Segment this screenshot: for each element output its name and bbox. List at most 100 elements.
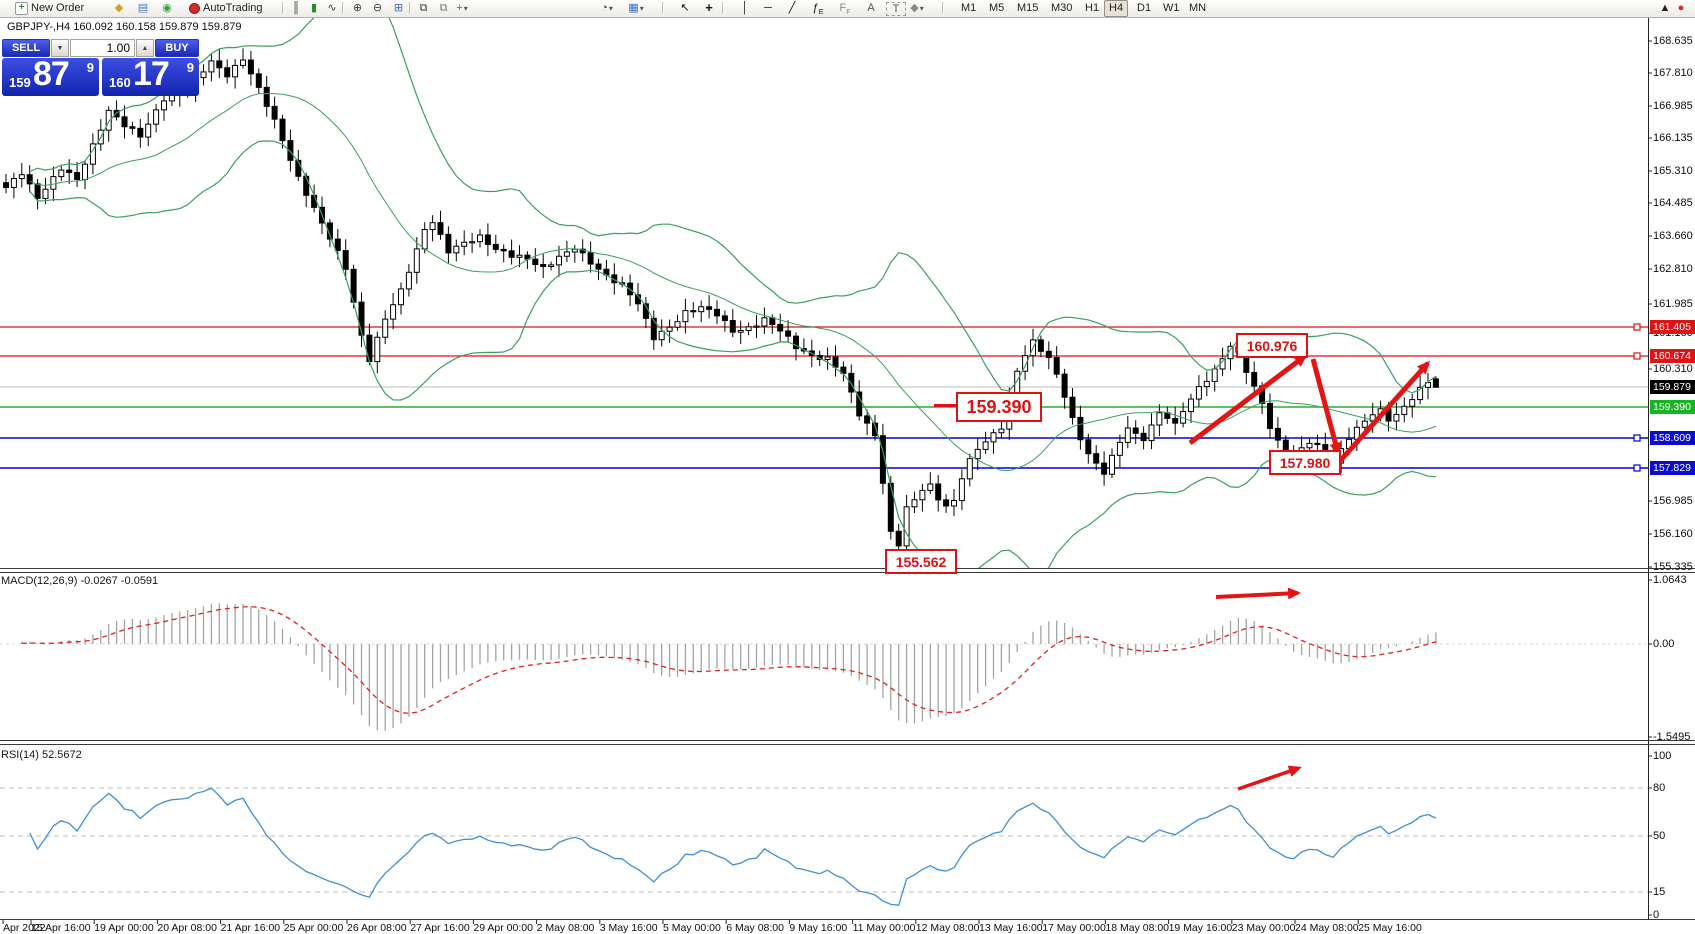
shapes-icon[interactable]: ◆▾ [910, 2, 924, 14]
macd-label: MACD(12,26,9) -0.0267 -0.0591 [1, 575, 159, 587]
chart-profile-icon[interactable]: ▦▾ [628, 2, 644, 14]
signals-icon[interactable]: ◉ [162, 2, 172, 14]
period-clock-dropdown-icon[interactable]: ▾ [608, 4, 613, 13]
time-axis-month-label: Apr 2022 [3, 922, 46, 934]
new-order-button[interactable]: + New Order [12, 0, 87, 16]
price-tick-label: 162.810 [1653, 263, 1693, 275]
sell-price-pips: 87 [33, 55, 70, 93]
price-tick-label: 166.985 [1653, 100, 1693, 112]
toolbar-separator [342, 2, 344, 14]
time-axis-label: 23 May 00:00 [1231, 922, 1296, 934]
price-badge-159.390: 159.390 [1650, 400, 1695, 414]
tf-M5[interactable]: M5 [989, 2, 1005, 14]
tf-H4[interactable]: H4 [1104, 0, 1129, 17]
price-badge-158.609: 158.609 [1650, 431, 1695, 445]
tf-M1[interactable]: M1 [961, 2, 977, 14]
cursor-icon[interactable]: ↖ [680, 2, 690, 14]
candlestick-chart-icon[interactable]: ▮ [310, 2, 318, 14]
vertical-line-icon[interactable]: │ [741, 2, 749, 14]
price-tick-label: 165.310 [1653, 165, 1693, 177]
metaeditor-icon[interactable]: ◆ [114, 2, 124, 14]
sell-button[interactable]: SELL [2, 39, 50, 57]
scroll-up-icon[interactable]: ▲ [1659, 2, 1671, 14]
price-tick-label: 155.335 [1653, 561, 1693, 573]
tf-W1[interactable]: W1 [1163, 2, 1180, 14]
add-indicator-icon[interactable]: +▾ [456, 2, 468, 14]
toolbar-separator [662, 2, 664, 14]
buy-price-pipette: 9 [186, 60, 194, 75]
shapes-dropdown-icon[interactable]: ▾ [919, 4, 924, 13]
time-axis-label: 2 May 08:00 [536, 922, 595, 934]
volume-down-button[interactable]: ▼ [51, 39, 69, 57]
sell-price-tile[interactable]: 159 87 9 [2, 55, 99, 96]
sell-price-pipette: 9 [86, 60, 94, 75]
annotation-dash [934, 404, 956, 407]
volume-input[interactable] [70, 39, 135, 57]
autotrading-label: AutoTrading [203, 2, 263, 14]
macd-value-signal: -0.0591 [120, 575, 159, 587]
buy-price-handle: 160 [109, 75, 131, 90]
buy-price-pips: 17 [133, 55, 170, 93]
status-icon[interactable]: ● [1677, 2, 1685, 14]
period-clock-icon[interactable]: ◔▾ [601, 2, 613, 14]
toolbar: + New Order AutoTrading ◆ ▤ ◉ ║ ▮ ∿ ⊕ ⊖ ⊞ ⧉ ⧉ +▾ ◔▾ ▦… [0, 0, 1695, 18]
one-click-trading-panel: SELL ▼ ▲ BUY 159 87 9 160 17 9 [2, 39, 199, 96]
time-axis-label: 25 May 16:00 [1358, 922, 1422, 934]
annotation-157.980[interactable]: 157.980 [1269, 450, 1341, 475]
tile-windows-icon[interactable]: ⊞ [393, 2, 404, 14]
text-icon[interactable]: A [867, 2, 875, 14]
price-tick-label: 163.660 [1653, 230, 1693, 242]
buy-price-tile[interactable]: 160 17 9 [102, 55, 199, 96]
price-badge-157.829: 157.829 [1650, 461, 1695, 475]
objects-window-icon[interactable]: ⧉ [439, 2, 448, 14]
crosshair-icon[interactable]: + [705, 0, 713, 15]
time-axis-label: 19 Apr 00:00 [94, 922, 154, 934]
bar-chart-icon[interactable]: ║ [292, 2, 300, 14]
zoom-out-icon[interactable]: ⊖ [372, 2, 383, 14]
fibonacci-icon[interactable]: ƒE [812, 2, 824, 17]
tf-H1[interactable]: H1 [1085, 2, 1100, 14]
toolbar-separator [942, 2, 944, 14]
line-chart-icon[interactable]: ∿ [327, 2, 337, 14]
indicators-window-icon[interactable]: ⧉ [419, 2, 428, 14]
channel-icon[interactable]: FF [839, 2, 851, 17]
rsi-axis-label: 0 [1653, 909, 1660, 921]
text-label-icon[interactable]: T [886, 2, 906, 16]
annotation-159.390[interactable]: 159.390 [956, 392, 1042, 422]
add-indicator-dropdown-icon[interactable]: ▾ [463, 4, 468, 13]
tf-MN[interactable]: MN [1189, 2, 1207, 14]
terminal-icon[interactable]: ▤ [137, 2, 149, 14]
tf-D1[interactable]: D1 [1137, 2, 1152, 14]
time-axis-label: 6 May 08:00 [726, 922, 784, 934]
toolbar-separator [409, 2, 411, 14]
autotrading-button[interactable]: AutoTrading [186, 0, 266, 16]
buy-button[interactable]: BUY [155, 39, 199, 57]
time-axis-label: 26 Apr 08:00 [347, 922, 407, 934]
tf-M30[interactable]: M30 [1051, 2, 1073, 14]
time-axis-label: 9 May 16:00 [789, 922, 848, 934]
sell-price-handle: 159 [9, 75, 31, 90]
macd-axis-label: 0.00 [1653, 638, 1675, 650]
rsi-axis-label: 100 [1653, 750, 1672, 762]
price-tick-label: 156.985 [1653, 495, 1693, 507]
annotation-155.562[interactable]: 155.562 [885, 549, 957, 574]
trend-line-icon[interactable]: ╱ [788, 2, 796, 14]
zoom-in-icon[interactable]: ⊕ [352, 2, 363, 14]
time-axis-label: 3 May 16:00 [599, 922, 658, 934]
volume-up-button[interactable]: ▲ [136, 39, 154, 57]
horizontal-line-icon[interactable]: ─ [764, 2, 772, 14]
time-axis-label: 29 Apr 00:00 [473, 922, 533, 934]
annotation-160.976[interactable]: 160.976 [1236, 333, 1308, 358]
macd-axis-label: -1.5495 [1653, 731, 1691, 743]
toolbar-separator [722, 2, 724, 14]
price-tick-label: 161.985 [1653, 298, 1693, 310]
chart-profile-dropdown-icon[interactable]: ▾ [639, 4, 644, 13]
autotrading-icon [189, 2, 200, 14]
tf-M15[interactable]: M15 [1017, 2, 1039, 14]
price-tick-label: 167.810 [1653, 67, 1693, 79]
time-axis-label: 27 Apr 16:00 [410, 922, 470, 934]
time-axis-label: 20 Apr 08:00 [157, 922, 217, 934]
price-tick-label: 160.310 [1653, 363, 1693, 375]
time-axis-label: 5 May 00:00 [663, 922, 721, 934]
